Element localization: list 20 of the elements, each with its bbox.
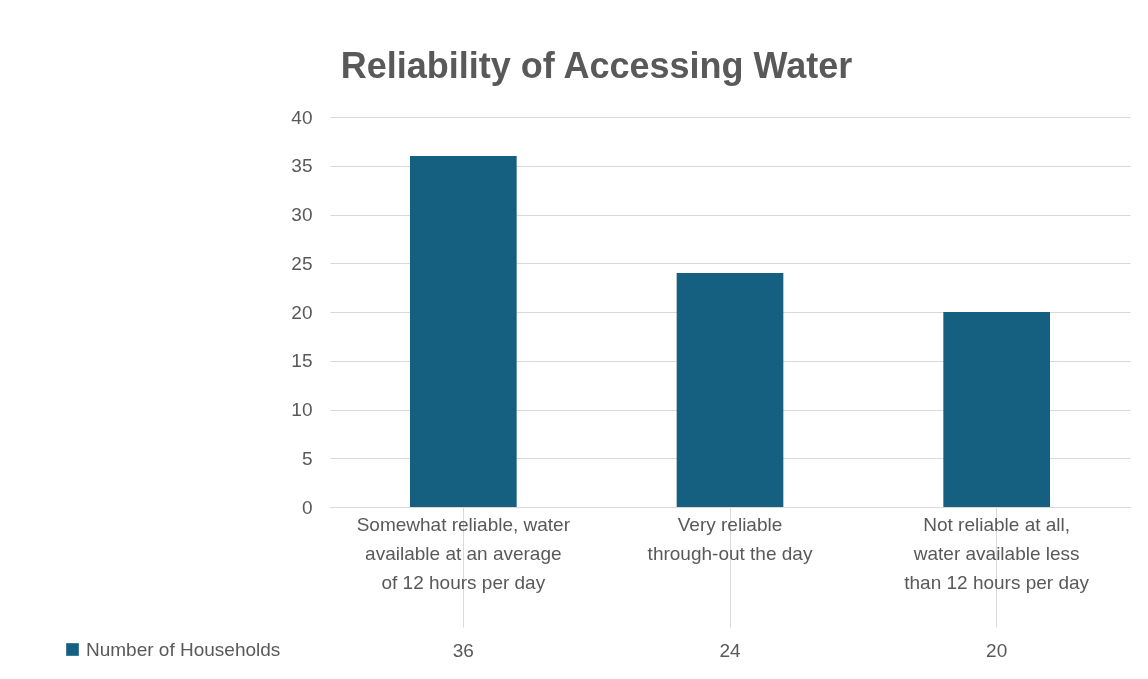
y-tick-label: 35	[291, 155, 313, 177]
data-label: 20	[986, 640, 1008, 661]
y-tick-label: 10	[291, 399, 313, 420]
y-tick-label: 5	[301, 447, 313, 469]
legend-label: Number of Households	[86, 638, 281, 660]
y-tick-label: 40	[291, 106, 313, 128]
bar	[410, 156, 517, 507]
y-tick-label: 25	[291, 252, 313, 274]
data-label: 36	[452, 640, 474, 661]
bar	[676, 273, 784, 507]
x-tick-label: Not reliable at all, water available less than 12 hours per day	[904, 513, 1090, 593]
data-label: 24	[719, 640, 741, 661]
y-tick-label: 30	[291, 204, 313, 225]
y-tick-label: 0	[301, 496, 313, 518]
x-tick-label: Very reliable through-out the day	[647, 513, 813, 564]
y-tick-label: 20	[291, 301, 313, 323]
x-tick-label: Somewhat reliable, water available at an average of 12 hours per day	[356, 513, 571, 593]
y-tick-label: 15	[291, 350, 313, 372]
bar	[943, 312, 1050, 507]
chart-title: Reliability of Accessing Water	[340, 45, 853, 86]
